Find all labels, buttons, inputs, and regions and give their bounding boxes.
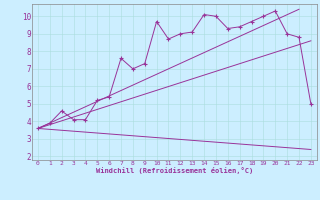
X-axis label: Windchill (Refroidissement éolien,°C): Windchill (Refroidissement éolien,°C) bbox=[96, 167, 253, 174]
